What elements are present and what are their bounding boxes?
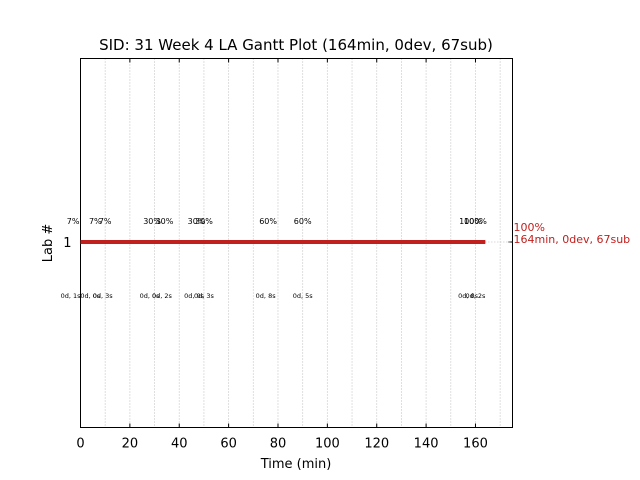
time-marker-label: 0d, 3s	[194, 292, 215, 300]
bar-end-percent: 100%	[514, 221, 545, 234]
time-marker-label: 0d, 2s	[466, 292, 487, 300]
pct-marker-label: 100%	[459, 217, 482, 226]
pct-marker-label: 60%	[259, 217, 277, 226]
time-marker-label: 0d, 0s	[140, 292, 161, 300]
pct-marker-label: 30%	[188, 217, 206, 226]
x-tick-label: 0	[76, 437, 84, 452]
time-marker-label: 0d, 0s	[184, 292, 205, 300]
pct-marker-label: 30%	[195, 217, 213, 226]
time-marker-label: 0d, 5s	[293, 292, 314, 300]
x-tick-label: 60	[220, 437, 237, 452]
time-marker-label: 0d, 2s	[152, 292, 173, 300]
x-tick-label: 120	[364, 437, 389, 452]
x-axis: 0 20 40 60 80 100 120 140 160	[76, 58, 488, 452]
pct-marker-label: 30%	[156, 217, 174, 226]
pct-marker-label: 7%	[67, 217, 80, 226]
y-axis-label: Lab #	[41, 224, 56, 263]
time-marker-label: 0d, 1s	[61, 292, 82, 300]
pct-marker-label: 7%	[89, 217, 102, 226]
pct-marker-label: 7%	[99, 217, 112, 226]
bar-end-info: 164min, 0dev, 67sub	[514, 233, 631, 246]
x-tick-label: 40	[171, 437, 188, 452]
pct-marker-label: 30%	[143, 217, 161, 226]
x-tick-label: 80	[270, 437, 287, 452]
x-tick-label: 100	[315, 437, 340, 452]
time-marker-label: 0d, 0s	[458, 292, 479, 300]
x-tick-label: 140	[414, 437, 439, 452]
time-marker-label: 0d, 3s	[93, 292, 114, 300]
time-marker-label: 0d, 8s	[256, 292, 277, 300]
time-marker-label: 0d, 0s	[80, 292, 101, 300]
x-tick-label: 160	[463, 437, 488, 452]
pct-marker-label: 100%	[464, 217, 487, 226]
x-tick-label: 20	[122, 437, 139, 452]
x-axis-label: Time (min)	[260, 457, 332, 472]
chart-title: SID: 31 Week 4 LA Gantt Plot (164min, 0d…	[99, 36, 493, 54]
y-tick-label: 1	[63, 236, 71, 251]
pct-marker-label: 60%	[294, 217, 312, 226]
